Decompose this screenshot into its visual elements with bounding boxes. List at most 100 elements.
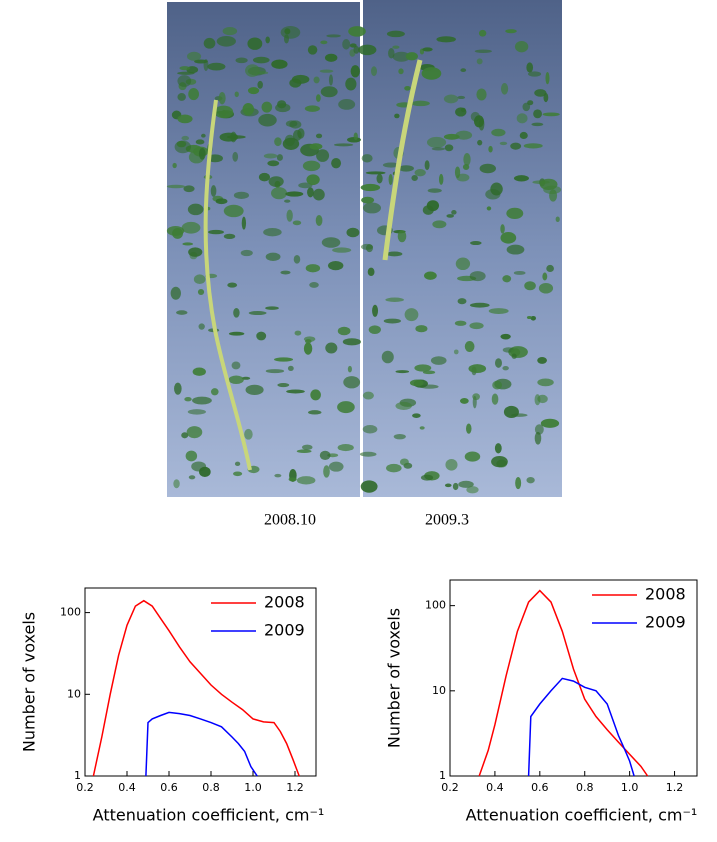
x-tick-label: 0.4 [486, 781, 504, 794]
texture-blob [183, 185, 195, 193]
texture-blob [388, 48, 395, 59]
texture-blob [385, 297, 404, 302]
texture-blob [208, 229, 224, 235]
texture-blob [188, 475, 196, 480]
texture-blob [538, 282, 554, 294]
texture-blob [301, 444, 313, 450]
texture-blob [293, 255, 301, 264]
texture-blob [526, 476, 535, 484]
texture-blob [386, 463, 402, 473]
texture-blob [198, 147, 206, 160]
series-line [145, 711, 258, 777]
texture-blob [177, 114, 193, 124]
y-tick-label: 100 [425, 599, 446, 612]
texture-blob [276, 154, 283, 161]
texture-blob [188, 88, 199, 101]
texture-blob [327, 260, 344, 271]
y-tick-label: 1 [74, 769, 81, 782]
texture-blob [455, 257, 471, 271]
y-tick-label: 10 [67, 687, 81, 700]
texture-blob [280, 25, 301, 39]
series-line [527, 677, 635, 777]
image-caption: 2008.10 [264, 512, 316, 529]
texture-blob [210, 388, 219, 396]
texture-blob [234, 461, 241, 467]
y-axis-label: Number of voxels [20, 612, 39, 752]
texture-blob [192, 396, 212, 405]
texture-blob [179, 66, 191, 71]
texture-blob [166, 184, 186, 189]
texture-blob [312, 188, 325, 201]
texture-blob [432, 220, 447, 229]
texture-blob [381, 350, 394, 364]
texture-blob [398, 165, 414, 172]
texture-blob [285, 191, 304, 197]
x-tick-label: 1.0 [621, 781, 639, 794]
texture-blob [274, 137, 282, 147]
texture-blob [231, 361, 241, 370]
legend-label: 2009 [264, 621, 305, 640]
texture-blob [271, 59, 288, 69]
texture-blob [187, 203, 204, 216]
texture-blob [343, 376, 361, 389]
texture-blob [265, 36, 270, 44]
texture-blob [265, 369, 285, 374]
x-tick-label: 0.6 [531, 781, 549, 794]
texture-blob [332, 247, 352, 253]
texture-blob [444, 483, 452, 488]
texture-blob [182, 242, 194, 246]
texture-blob [534, 424, 544, 435]
texture-blob [479, 163, 496, 174]
texture-blob [265, 252, 281, 262]
texture-blob [337, 444, 354, 452]
texture-blob [523, 143, 543, 149]
texture-blob [534, 89, 547, 97]
texture-blob [524, 281, 536, 291]
texture-blob [540, 418, 560, 428]
texture-blob [235, 57, 248, 64]
texture-blob [323, 465, 330, 478]
texture-blob [197, 288, 205, 295]
texture-blob [513, 270, 526, 275]
texture-blob [443, 94, 459, 104]
x-tick-label: 1.2 [286, 781, 304, 794]
texture-blob [203, 37, 216, 49]
texture-blob [494, 358, 502, 368]
texture-blob [316, 149, 330, 162]
texture-blob [451, 210, 457, 215]
texture-blob [240, 249, 253, 257]
texture-blob [192, 367, 206, 376]
texture-blob [534, 394, 541, 406]
texture-blob [353, 132, 358, 141]
texture-blob [362, 202, 382, 214]
texture-blob [444, 144, 454, 152]
texture-blob [274, 473, 282, 478]
texture-blob [186, 426, 203, 439]
texture-blob [222, 27, 238, 36]
texture-blob [337, 401, 355, 414]
texture-blob [500, 83, 509, 95]
texture-blob [177, 93, 186, 101]
texture-blob [404, 308, 419, 322]
texture-blob [348, 26, 366, 37]
texture-blob [455, 130, 473, 140]
texture-blob [309, 281, 319, 288]
texture-blob [360, 243, 373, 250]
texture-blob [234, 91, 239, 98]
texture-blob [395, 401, 412, 410]
texture-blob [486, 206, 492, 211]
texture-blob [426, 136, 447, 148]
texture-blob [215, 198, 228, 205]
root [203, 99, 252, 471]
texture-blob [386, 251, 403, 257]
texture-blob [242, 103, 255, 116]
texture-blob [228, 375, 244, 385]
texture-blob [337, 326, 351, 336]
texture-blob [365, 171, 386, 175]
texture-blob [223, 204, 244, 218]
texture-blob [388, 174, 393, 186]
plot-frame [449, 579, 698, 777]
texture-blob [420, 474, 434, 481]
texture-blob [464, 451, 481, 462]
texture-blob [306, 174, 320, 186]
